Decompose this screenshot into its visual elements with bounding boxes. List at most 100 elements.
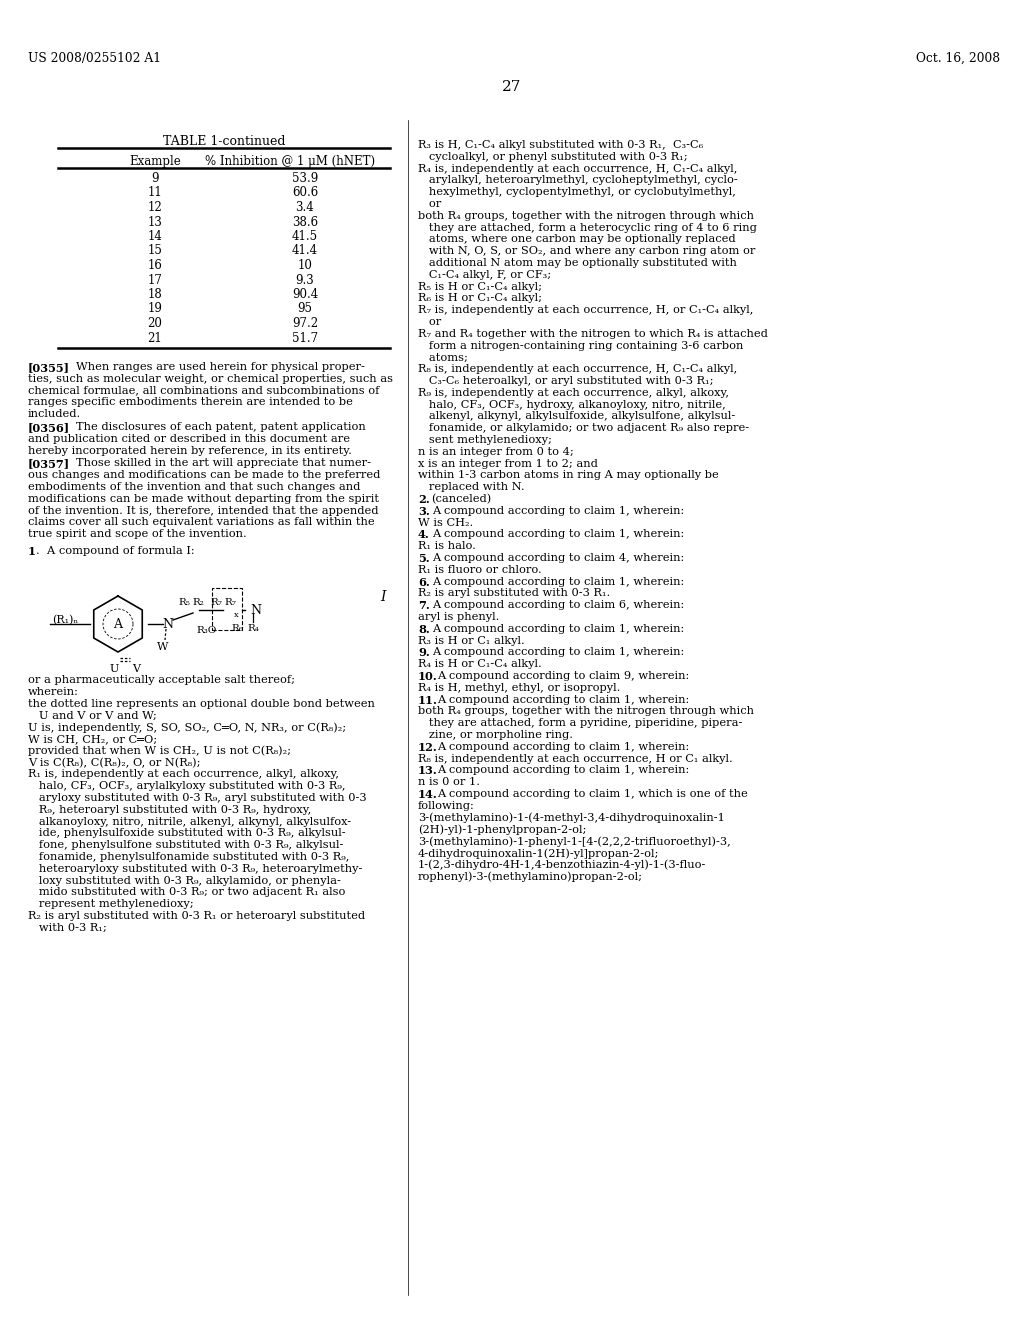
Text: embodiments of the invention and that such changes and: embodiments of the invention and that su… (28, 482, 360, 492)
Text: R₁ is fluoro or chloro.: R₁ is fluoro or chloro. (418, 565, 542, 574)
Text: arylalkyl, heteroarylmethyl, cycloheptylmethyl, cyclo-: arylalkyl, heteroarylmethyl, cycloheptyl… (418, 176, 737, 185)
Text: hexylmethyl, cyclopentylmethyl, or cyclobutylmethyl,: hexylmethyl, cyclopentylmethyl, or cyclo… (418, 187, 736, 197)
Text: W: W (158, 642, 169, 652)
Text: form a nitrogen-containing ring containing 3-6 carbon: form a nitrogen-containing ring containi… (418, 341, 743, 351)
Text: 14.: 14. (418, 789, 437, 800)
Text: A compound according to claim 1, wherein:: A compound according to claim 1, wherein… (437, 766, 689, 775)
Text: or: or (418, 199, 441, 209)
Text: 2.: 2. (418, 494, 430, 506)
Text: modifications can be made without departing from the spirit: modifications can be made without depart… (28, 494, 379, 504)
Text: the dotted line represents an optional double bond between: the dotted line represents an optional d… (28, 698, 375, 709)
Text: true spirit and scope of the invention.: true spirit and scope of the invention. (28, 529, 247, 539)
Text: 4.: 4. (418, 529, 430, 540)
Text: or a pharmaceutically acceptable salt thereof;: or a pharmaceutically acceptable salt th… (28, 675, 295, 685)
Text: x: x (233, 611, 239, 619)
Text: n is an integer from 0 to 4;: n is an integer from 0 to 4; (418, 446, 573, 457)
Text: 15: 15 (147, 244, 163, 257)
Text: 19: 19 (147, 302, 163, 315)
Text: Example: Example (129, 154, 181, 168)
Text: N: N (250, 603, 261, 616)
Text: replaced with N.: replaced with N. (418, 482, 524, 492)
Text: 9.3: 9.3 (296, 273, 314, 286)
Text: A compound according to claim 1, wherein:: A compound according to claim 1, wherein… (431, 506, 684, 516)
Text: A compound according to claim 1, wherein:: A compound according to claim 1, wherein… (437, 742, 689, 752)
Text: A compound according to claim 1, which is one of the: A compound according to claim 1, which i… (437, 789, 749, 799)
Text: with 0-3 R₁;: with 0-3 R₁; (28, 923, 106, 933)
Text: they are attached, form a pyridine, piperidine, pipera-: they are attached, form a pyridine, pipe… (418, 718, 742, 729)
Text: V is C(R₈), C(R₈)₂, O, or N(R₈);: V is C(R₈), C(R₈)₂, O, or N(R₈); (28, 758, 201, 768)
Text: The disclosures of each patent, patent application: The disclosures of each patent, patent a… (76, 422, 366, 432)
Text: claims cover all such equivalent variations as fall within the: claims cover all such equivalent variati… (28, 517, 375, 528)
Text: atoms, where one carbon may be optionally replaced: atoms, where one carbon may be optionall… (418, 235, 735, 244)
Text: A compound according to claim 1, wherein:: A compound according to claim 1, wherein… (437, 694, 689, 705)
Text: 20: 20 (147, 317, 163, 330)
Text: x is an integer from 1 to 2; and: x is an integer from 1 to 2; and (418, 458, 598, 469)
Text: aryloxy substituted with 0-3 R₉, aryl substituted with 0-3: aryloxy substituted with 0-3 R₉, aryl su… (28, 793, 367, 803)
Text: halo, CF₃, OCF₃, hydroxy, alkanoyloxy, nitro, nitrile,: halo, CF₃, OCF₃, hydroxy, alkanoyloxy, n… (418, 400, 726, 409)
Text: A compound according to claim 9, wherein:: A compound according to claim 9, wherein… (437, 671, 689, 681)
Bar (212, 587, 242, 630)
Text: R₂: R₂ (193, 598, 204, 607)
Text: R₈ is, independently at each occurrence, H, C₁-C₄ alkyl,: R₈ is, independently at each occurrence,… (418, 364, 737, 374)
Text: 41.5: 41.5 (292, 230, 318, 243)
Text: (canceled): (canceled) (431, 494, 492, 504)
Text: R₃ is H or C₁ alkyl.: R₃ is H or C₁ alkyl. (418, 636, 524, 645)
Text: 9: 9 (152, 172, 159, 185)
Text: R₂ is aryl substituted with 0-3 R₁ or heteroaryl substituted: R₂ is aryl substituted with 0-3 R₁ or he… (28, 911, 366, 921)
Text: R₄ is, independently at each occurrence, H, C₁-C₄ alkyl,: R₄ is, independently at each occurrence,… (418, 164, 737, 174)
Text: R₈ is, independently at each occurrence, H or C₁ alkyl.: R₈ is, independently at each occurrence,… (418, 754, 733, 763)
Text: 16: 16 (147, 259, 163, 272)
Text: When ranges are used herein for physical proper-: When ranges are used herein for physical… (76, 362, 365, 372)
Text: R₅ is H or C₁-C₄ alkyl;: R₅ is H or C₁-C₄ alkyl; (418, 281, 542, 292)
Text: 1-(2,3-dihydro-4H-1,4-benzothiazin-4-yl)-1-(3-fluo-: 1-(2,3-dihydro-4H-1,4-benzothiazin-4-yl)… (418, 859, 707, 870)
Text: following:: following: (418, 801, 475, 810)
Text: [0356]: [0356] (28, 422, 70, 433)
Text: 8.: 8. (418, 624, 430, 635)
Text: ous changes and modifications can be made to the preferred: ous changes and modifications can be mad… (28, 470, 380, 480)
Text: n is 0 or 1.: n is 0 or 1. (418, 777, 480, 787)
Text: 95: 95 (298, 302, 312, 315)
Text: fone, phenylsulfone substituted with 0-3 R₉, alkylsul-: fone, phenylsulfone substituted with 0-3… (28, 841, 343, 850)
Text: 18: 18 (147, 288, 163, 301)
Text: rophenyl)-3-(methylamino)propan-2-ol;: rophenyl)-3-(methylamino)propan-2-ol; (418, 871, 643, 882)
Text: A compound according to claim 1, wherein:: A compound according to claim 1, wherein… (431, 624, 684, 634)
Text: V: V (132, 664, 140, 675)
Text: 11: 11 (147, 186, 163, 199)
Text: 13: 13 (147, 215, 163, 228)
Text: loxy substituted with 0-3 R₉, alkylamido, or phenyla-: loxy substituted with 0-3 R₉, alkylamido… (28, 875, 341, 886)
Text: ranges specific embodiments therein are intended to be: ranges specific embodiments therein are … (28, 397, 353, 408)
Text: 14: 14 (147, 230, 163, 243)
Text: 60.6: 60.6 (292, 186, 318, 199)
Text: [0355]: [0355] (28, 362, 70, 374)
Text: 5.: 5. (418, 553, 430, 564)
Text: 3-(methylamino)-1-phenyl-1-[4-(2,2,2-trifluoroethyl)-3,: 3-(methylamino)-1-phenyl-1-[4-(2,2,2-tri… (418, 836, 731, 846)
Text: U is, independently, S, SO, SO₂, C═O, N, NR₃, or C(R₈)₂;: U is, independently, S, SO, SO₂, C═O, N,… (28, 722, 346, 733)
Text: 6.: 6. (418, 577, 430, 587)
Text: 21: 21 (147, 331, 163, 345)
Text: R₁ is halo.: R₁ is halo. (418, 541, 476, 552)
Text: R₆: R₆ (231, 624, 243, 634)
Text: U and V or V and W;: U and V or V and W; (28, 710, 157, 721)
Text: 17: 17 (147, 273, 163, 286)
Text: A compound according to claim 4, wherein:: A compound according to claim 4, wherein… (431, 553, 684, 564)
Text: C₁-C₄ alkyl, F, or CF₃;: C₁-C₄ alkyl, F, or CF₃; (418, 269, 551, 280)
Text: 9.: 9. (418, 647, 430, 659)
Text: fonamide, or alkylamido; or two adjacent R₉ also repre-: fonamide, or alkylamido; or two adjacent… (418, 424, 750, 433)
Text: or: or (418, 317, 441, 327)
Text: A: A (114, 618, 123, 631)
Text: US 2008/0255102 A1: US 2008/0255102 A1 (28, 51, 161, 65)
Text: R₇: R₇ (224, 598, 236, 607)
Text: sent methylenedioxy;: sent methylenedioxy; (418, 436, 552, 445)
Text: R₁ is, independently at each occurrence, alkyl, alkoxy,: R₁ is, independently at each occurrence,… (28, 770, 339, 779)
Text: A compound according to claim 1, wherein:: A compound according to claim 1, wherein… (431, 647, 684, 657)
Text: Oct. 16, 2008: Oct. 16, 2008 (915, 51, 1000, 65)
Text: 3.4: 3.4 (296, 201, 314, 214)
Text: A compound according to claim 1, wherein:: A compound according to claim 1, wherein… (431, 529, 684, 540)
Text: R₄ is H or C₁-C₄ alkyl.: R₄ is H or C₁-C₄ alkyl. (418, 659, 542, 669)
Text: with N, O, S, or SO₂, and where any carbon ring atom or: with N, O, S, or SO₂, and where any carb… (418, 247, 756, 256)
Text: 10: 10 (298, 259, 312, 272)
Text: ties, such as molecular weight, or chemical properties, such as: ties, such as molecular weight, or chemi… (28, 374, 393, 384)
Text: 3.: 3. (418, 506, 430, 517)
Text: 10.: 10. (418, 671, 437, 682)
Text: included.: included. (28, 409, 81, 420)
